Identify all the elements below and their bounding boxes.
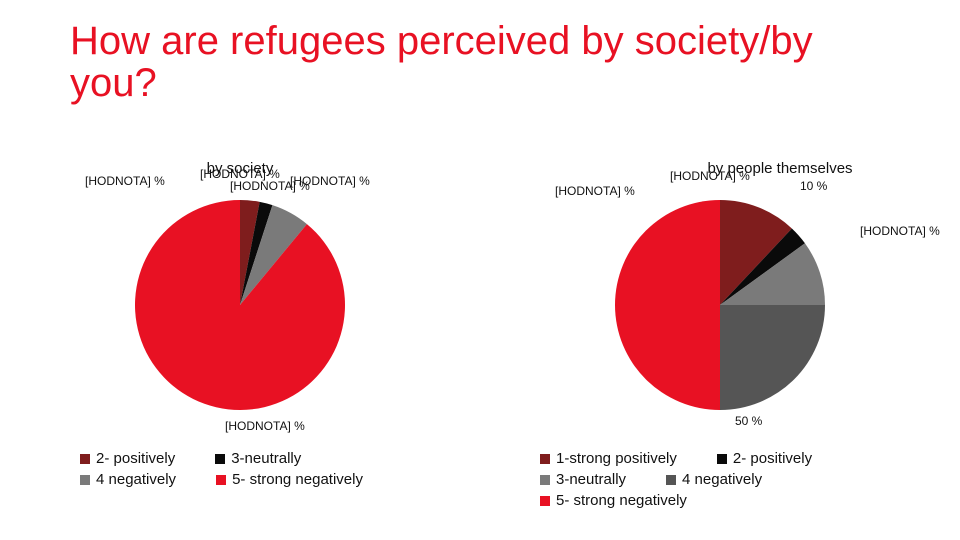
chart-right-pie xyxy=(615,200,825,415)
chart-right-label-0: [HODNOTA] % xyxy=(555,185,635,198)
legend-text: 5- strong negatively xyxy=(556,492,687,509)
legend-swatch xyxy=(216,475,226,485)
pie-slice xyxy=(135,200,345,410)
legend-item: 3-neutrally xyxy=(540,471,626,488)
pie-slice xyxy=(720,305,825,410)
chart-right-label-1: [HODNOTA] % xyxy=(670,170,750,183)
legend-text: 4 negatively xyxy=(96,471,176,488)
legend-swatch xyxy=(540,454,550,464)
chart-right-subtitle: by people themselves xyxy=(540,160,960,177)
legend-swatch xyxy=(540,496,550,506)
legend-swatch xyxy=(215,454,225,464)
legend-line: 1-strong positively 2- positively xyxy=(540,450,960,467)
legends: 2- positively 3-neutrally 4 negatively 5- s… xyxy=(0,450,960,513)
legend-text: 2- positively xyxy=(96,450,175,467)
chart-left: by society [HODNOTA] % [HODNOTA] % [HODN… xyxy=(0,170,480,430)
legend-item: 2- positively xyxy=(717,450,812,467)
legend-item: 5- strong negatively xyxy=(216,471,363,488)
chart-right: by people themselves [HODNOTA] % [HODNOT… xyxy=(480,170,960,430)
chart-right-label-2: 10 % xyxy=(800,180,827,193)
pie-slice xyxy=(615,200,720,410)
chart-right-label-3: [HODNOTA] % xyxy=(860,225,940,238)
legend-swatch xyxy=(540,475,550,485)
legend-line: 3-neutrally 4 negatively xyxy=(540,471,960,488)
legend-right: 1-strong positively 2- positively 3-neutra… xyxy=(500,450,960,513)
legend-item: 4 negatively xyxy=(80,471,176,488)
legend-item: 4 negatively xyxy=(666,471,762,488)
legend-swatch xyxy=(666,475,676,485)
chart-left-label-3: [HODNOTA] % xyxy=(290,175,370,188)
legend-text: 3-neutrally xyxy=(231,450,301,467)
legend-item: 5- strong negatively xyxy=(540,492,687,509)
chart-left-under-label: [HODNOTA] % xyxy=(225,420,305,433)
slide-title: How are refugees perceived by society/by… xyxy=(70,20,890,104)
legend-line: 2- positively 3-neutrally xyxy=(80,450,500,467)
legend-text: 4 negatively xyxy=(682,471,762,488)
legend-item: 2- positively xyxy=(80,450,175,467)
legend-text: 3-neutrally xyxy=(556,471,626,488)
legend-text: 1-strong positively xyxy=(556,450,677,467)
legend-left: 2- positively 3-neutrally 4 negatively 5- s… xyxy=(0,450,500,513)
legend-line: 4 negatively 5- strong negatively xyxy=(80,471,500,488)
legend-item: 3-neutrally xyxy=(215,450,301,467)
chart-left-label-0: [HODNOTA] % xyxy=(85,175,165,188)
legend-line: 5- strong negatively xyxy=(540,492,960,509)
legend-swatch xyxy=(80,475,90,485)
chart-right-label-4: 50 % xyxy=(735,415,762,428)
legend-text: 5- strong negatively xyxy=(232,471,363,488)
legend-swatch xyxy=(80,454,90,464)
legend-text: 2- positively xyxy=(733,450,812,467)
chart-left-pie xyxy=(135,200,345,415)
charts-row: by society [HODNOTA] % [HODNOTA] % [HODN… xyxy=(0,170,960,430)
legend-item: 1-strong positively xyxy=(540,450,677,467)
legend-swatch xyxy=(717,454,727,464)
